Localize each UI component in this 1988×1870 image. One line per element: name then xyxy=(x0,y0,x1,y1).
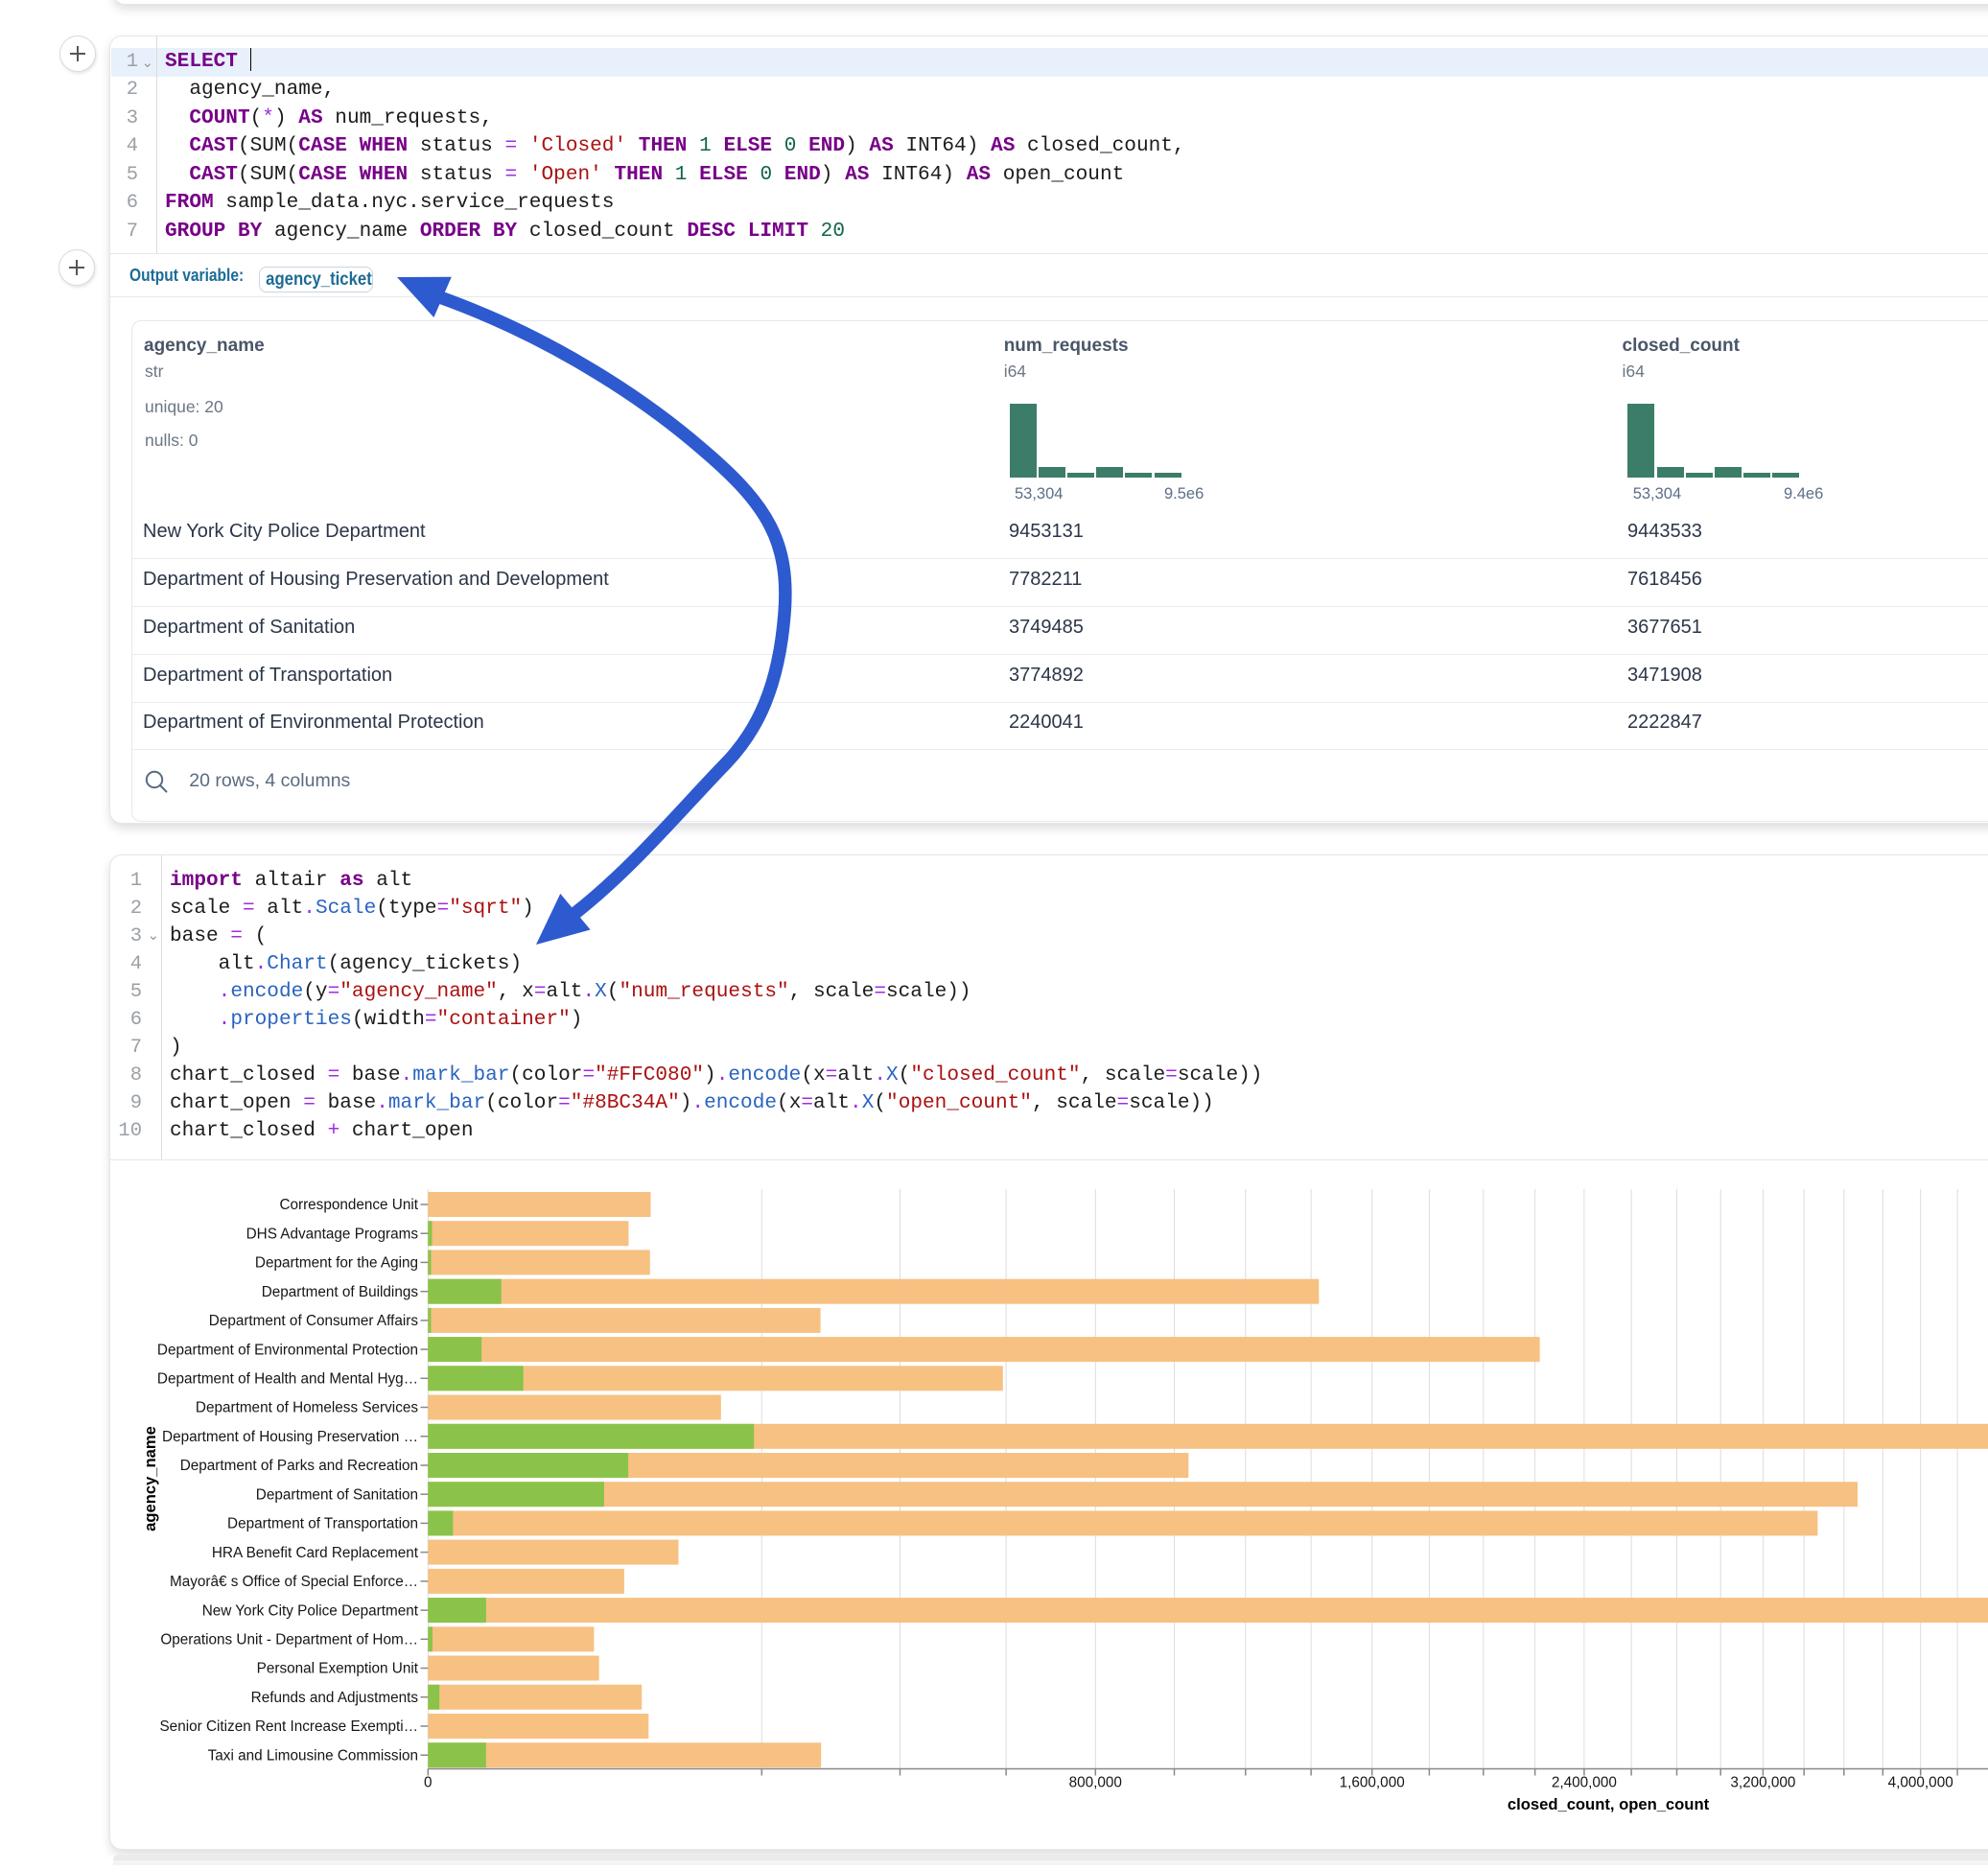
svg-text:Taxi and Limousine Commission: Taxi and Limousine Commission xyxy=(208,1747,418,1764)
svg-text:Department of Environmental Pr: Department of Environmental Protection xyxy=(157,1342,418,1358)
svg-text:closed_count, open_count: closed_count, open_count xyxy=(1508,1795,1710,1813)
svg-text:Department of Buildings: Department of Buildings xyxy=(262,1284,419,1300)
svg-text:Department of Health and Menta: Department of Health and Mental Hyg… xyxy=(157,1371,418,1388)
svg-text:Correspondence Unit: Correspondence Unit xyxy=(279,1197,418,1213)
svg-text:Personal Exemption Unit: Personal Exemption Unit xyxy=(257,1661,419,1677)
svg-text:Department of Sanitation: Department of Sanitation xyxy=(256,1486,418,1503)
svg-text:800,000: 800,000 xyxy=(1069,1775,1122,1791)
svg-text:1,600,000: 1,600,000 xyxy=(1340,1775,1405,1791)
svg-text:Senior Citizen Rent Increase E: Senior Citizen Rent Increase Exempti… xyxy=(159,1718,418,1735)
svg-text:Mayorâ€ s Office of Special En: Mayorâ€ s Office of Special Enforce… xyxy=(170,1574,418,1590)
svg-text:Department of Homeless Service: Department of Homeless Services xyxy=(196,1400,418,1416)
svg-text:2,400,000: 2,400,000 xyxy=(1552,1775,1617,1791)
svg-text:Department of Parks and Recrea: Department of Parks and Recreation xyxy=(180,1458,418,1474)
svg-text:agency_name: agency_name xyxy=(141,1426,159,1531)
svg-text:Department of Consumer Affairs: Department of Consumer Affairs xyxy=(209,1313,419,1329)
svg-text:HRA Benefit Card Replacement: HRA Benefit Card Replacement xyxy=(212,1545,419,1561)
svg-text:0: 0 xyxy=(424,1775,433,1791)
svg-text:3,200,000: 3,200,000 xyxy=(1730,1775,1795,1791)
svg-text:Department of Housing Preserva: Department of Housing Preservation … xyxy=(162,1429,418,1445)
svg-text:Department for the Aging: Department for the Aging xyxy=(255,1255,418,1272)
svg-text:Refunds and Adjustments: Refunds and Adjustments xyxy=(251,1690,419,1706)
svg-text:DHS Advantage Programs: DHS Advantage Programs xyxy=(246,1226,419,1242)
svg-text:Operations Unit - Department o: Operations Unit - Department of Hom… xyxy=(160,1632,418,1648)
svg-text:Department of Transportation: Department of Transportation xyxy=(227,1516,418,1532)
svg-text:4,000,000: 4,000,000 xyxy=(1888,1775,1953,1791)
svg-text:New York City Police Departmen: New York City Police Department xyxy=(202,1602,419,1619)
